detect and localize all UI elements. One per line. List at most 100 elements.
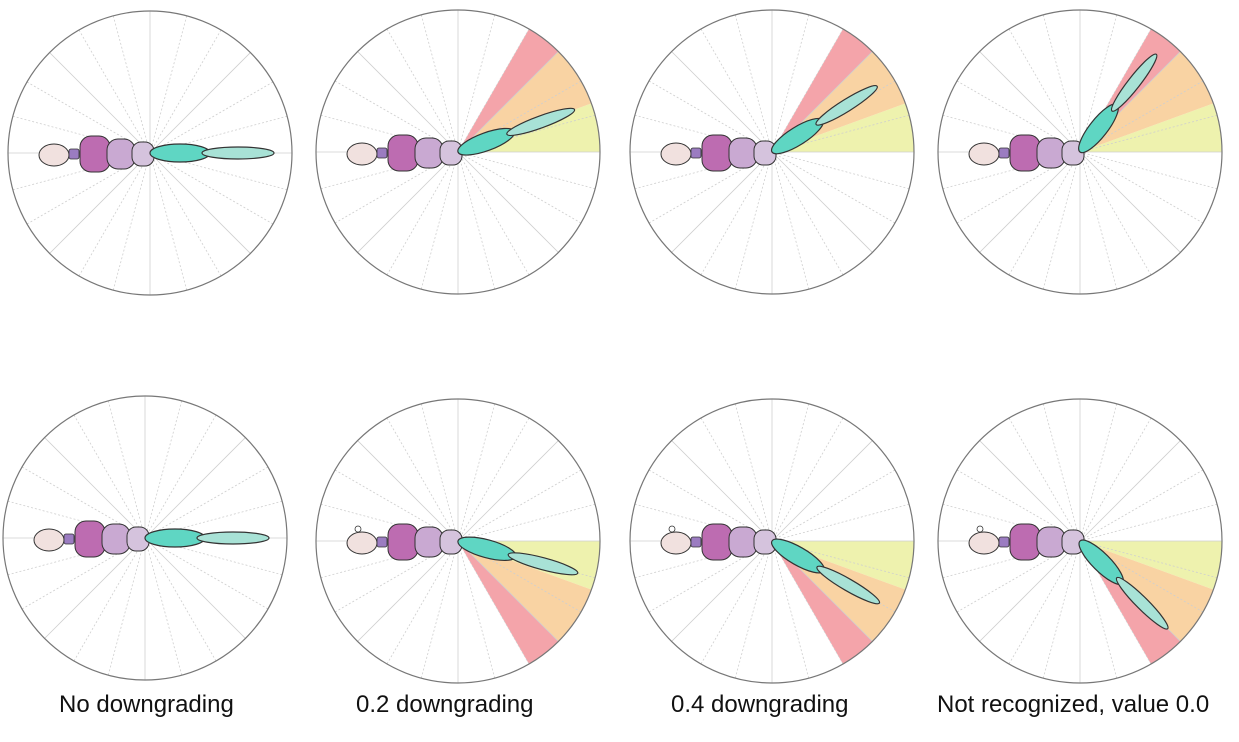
spoke-line	[457, 151, 596, 190]
spoke-line	[457, 417, 530, 542]
panel-4	[937, 9, 1223, 295]
spoke-line	[1079, 151, 1181, 253]
neck-shape	[68, 148, 80, 160]
zone-yellow	[1080, 541, 1222, 590]
spoke-line	[357, 51, 459, 153]
spoke-line	[149, 152, 188, 291]
spoke-line	[149, 15, 188, 154]
spoke-line	[771, 503, 910, 542]
spoke-line	[979, 440, 1081, 542]
neck-shape	[63, 533, 75, 545]
thorax-segment-1	[1009, 134, 1041, 172]
spoke-line	[734, 540, 773, 679]
forearm-shape	[816, 565, 881, 605]
spoke-line	[420, 14, 459, 153]
spoke-line	[734, 14, 773, 153]
spoke-line	[1079, 151, 1152, 276]
spoke-line	[357, 440, 459, 542]
panel-1	[7, 10, 293, 296]
head-shape	[968, 531, 1000, 555]
forearm-shape	[815, 85, 878, 126]
arm-group	[149, 143, 275, 163]
spoke-line	[734, 151, 773, 290]
spoke-line	[112, 15, 151, 154]
neck-shape	[376, 147, 388, 159]
head-shape	[660, 531, 692, 555]
forearm-shape	[201, 146, 275, 160]
thorax-segment-2	[414, 137, 444, 169]
head-shape	[346, 531, 378, 555]
spoke-line	[457, 469, 582, 542]
spoke-line	[457, 151, 582, 224]
upper-arm-shape	[149, 143, 211, 163]
panel-5	[2, 395, 288, 681]
thorax-segment-1	[387, 134, 419, 172]
spoke-line	[1042, 151, 1081, 290]
spoke-line	[1079, 469, 1204, 542]
zone-red	[772, 541, 873, 664]
spoke-line	[144, 437, 246, 539]
panel-7	[629, 398, 915, 684]
spoke-line	[144, 466, 269, 539]
neck-shape	[998, 147, 1010, 159]
arm-group	[457, 536, 579, 576]
spoke-line	[457, 151, 496, 290]
zone-orange	[458, 51, 592, 152]
ear-marker	[976, 525, 984, 533]
ear-marker	[668, 525, 676, 533]
spoke-line	[1079, 503, 1218, 542]
spoke-line	[112, 152, 151, 291]
spoke-line	[44, 437, 146, 539]
zone-red	[772, 29, 873, 153]
spoke-line	[771, 403, 810, 542]
arm-group	[1078, 53, 1158, 154]
spoke-line	[357, 151, 459, 253]
thorax-segment-2	[414, 526, 444, 558]
spoke-line	[734, 403, 773, 542]
spoke-line	[1042, 403, 1081, 542]
thorax-segment-1	[701, 134, 733, 172]
spoke-line	[771, 151, 810, 290]
caption-0-4-downgrading: 0.4 downgrading	[671, 691, 849, 718]
panel-6	[315, 398, 601, 684]
thorax-segment-2	[106, 138, 136, 170]
spoke-line	[979, 151, 1081, 253]
thorax-segment-1	[79, 135, 111, 173]
spoke-line	[44, 537, 146, 639]
spoke-line	[457, 151, 530, 276]
spoke-line	[149, 29, 222, 154]
thorax-segment-2	[1036, 526, 1066, 558]
thorax-segment-1	[1009, 523, 1041, 561]
neck-shape	[690, 536, 702, 548]
zone-orange	[458, 541, 592, 642]
thorax-segment-2	[1036, 137, 1066, 169]
spoke-line	[107, 537, 146, 676]
head-shape	[968, 142, 1000, 166]
spoke-line	[457, 503, 596, 542]
outer-circle	[629, 398, 915, 684]
forearm-shape	[196, 531, 270, 545]
spoke-line	[671, 440, 773, 542]
spoke-line	[1079, 151, 1204, 224]
spoke-line	[457, 440, 559, 542]
thorax-segment-2	[101, 523, 131, 555]
neck-shape	[690, 147, 702, 159]
spoke-line	[771, 151, 910, 190]
caption-not-recognized: Not recognized, value 0.0	[937, 691, 1210, 718]
arm-group	[1078, 539, 1169, 630]
arm-group	[770, 85, 878, 155]
arm-group	[771, 538, 881, 605]
spoke-line	[149, 81, 274, 154]
spoke-line	[671, 151, 773, 253]
thorax-segment-1	[387, 523, 419, 561]
head-shape	[38, 143, 70, 167]
head-shape	[346, 142, 378, 166]
forearm-shape	[1115, 576, 1169, 630]
spoke-line	[386, 28, 459, 153]
spoke-line	[979, 540, 1081, 642]
outer-circle	[315, 398, 601, 684]
thorax-segment-2	[728, 137, 758, 169]
spoke-line	[144, 537, 183, 676]
spoke-line	[149, 152, 222, 277]
